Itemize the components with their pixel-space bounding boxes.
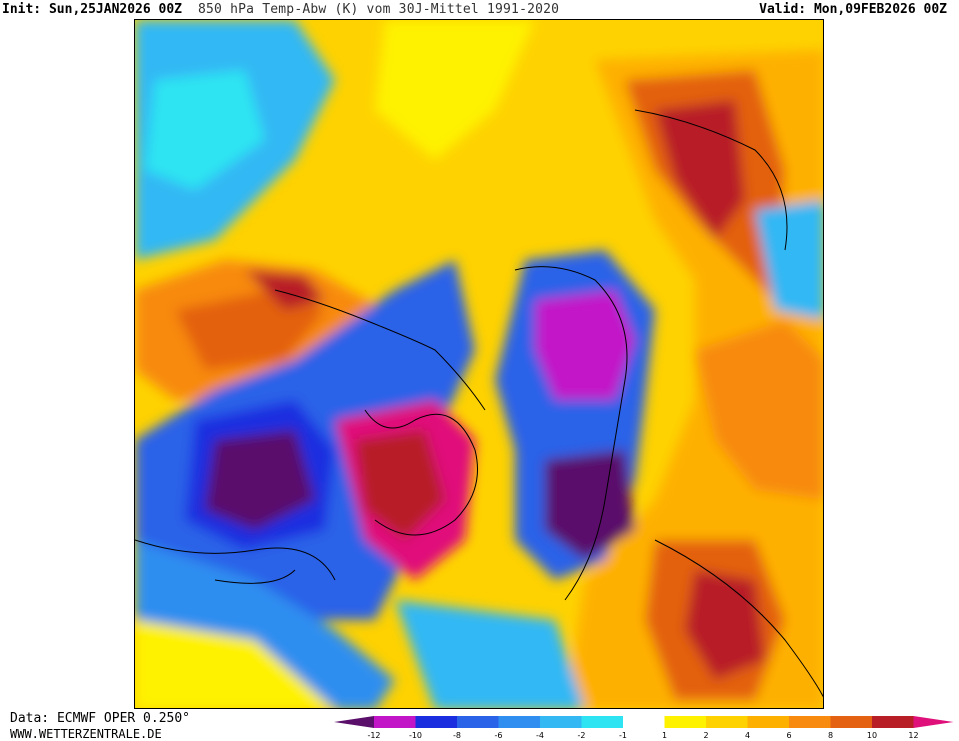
legend-tick-label: -2 [578, 731, 586, 739]
legend-swatch [872, 716, 914, 728]
legend-swatch-max [913, 716, 954, 728]
map-title: 850 hPa Temp-Abw (K) vom 30J-Mittel 1991… [198, 2, 560, 17]
temperature-anomaly-map [134, 19, 824, 709]
legend-swatch [374, 716, 416, 728]
init-time: Init: Sun,25JAN2026 00Z [2, 2, 183, 17]
color-legend: -12 -10 -8 -6 -4 -2 -1 1 2 4 6 8 10 12 [334, 713, 956, 739]
legend-swatch [789, 716, 831, 728]
legend-swatch [540, 716, 582, 728]
legend-tick-label: 12 [908, 731, 918, 739]
legend-swatch [747, 716, 789, 728]
legend-swatch [581, 716, 623, 728]
valid-time: Valid: Mon,09FEB2026 00Z [759, 2, 947, 17]
legend-tick-label: -8 [453, 731, 461, 739]
legend-swatch [830, 716, 872, 728]
coastlines [135, 109, 823, 698]
legend-swatch [623, 716, 665, 728]
legend-tick-label: -10 [409, 731, 422, 739]
legend-tick-label: -4 [536, 731, 544, 739]
legend-tick-label: -1 [619, 731, 627, 739]
legend-tick-label: -6 [495, 731, 503, 739]
map-header: Init: Sun,25JAN2026 00Z 850 hPa Temp-Abw… [2, 1, 957, 19]
legend-tick-label: 2 [703, 731, 708, 739]
legend-swatch [664, 716, 706, 728]
legend-swatch [498, 716, 540, 728]
legend-swatch [706, 716, 748, 728]
legend-swatch [457, 716, 499, 728]
anomaly-shading [135, 20, 823, 708]
legend-tick-label: 1 [662, 731, 667, 739]
data-source: Data: ECMWF OPER 0.250° [10, 711, 191, 726]
legend-swatch-min [334, 716, 374, 728]
legend-tick-label: -12 [367, 731, 380, 739]
legend-tick-label: 10 [867, 731, 877, 739]
website-credit: WWW.WETTERZENTRALE.DE [10, 727, 162, 741]
legend-swatch [415, 716, 457, 728]
legend-tick-label: 4 [745, 731, 750, 739]
legend-tick-label: 6 [786, 731, 791, 739]
legend-tick-label: 8 [828, 731, 833, 739]
